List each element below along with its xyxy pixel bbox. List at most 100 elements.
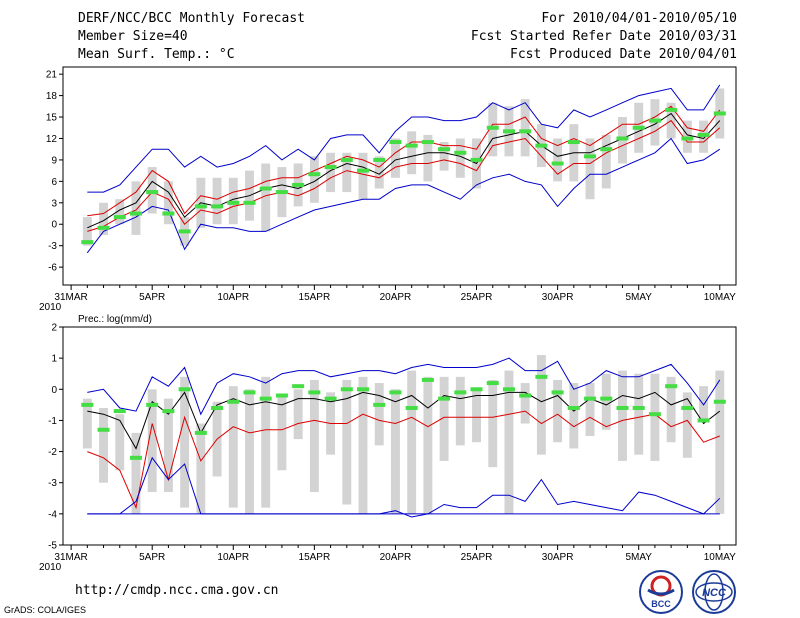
prec-ensemble-box — [131, 432, 141, 514]
prec-ensemble-box — [504, 370, 514, 514]
temp-xtick-label: 25APR — [461, 292, 493, 303]
prec-observed-marker — [292, 384, 305, 389]
bcc-logo-icon: BCC — [639, 570, 683, 614]
temp-observed-marker — [308, 172, 321, 177]
temp-observed-marker — [178, 229, 191, 234]
prec-ensemble-box — [699, 386, 709, 421]
prec-observed-marker — [275, 393, 288, 398]
temp-upper-line — [87, 105, 721, 217]
prec-ensemble-box — [666, 376, 676, 443]
prec-observed-marker — [665, 384, 678, 389]
temp-ytick-label: 21 — [46, 70, 58, 81]
prec-ensemble-box — [618, 370, 627, 461]
logos: BCC NCC — [639, 570, 736, 614]
temp-ytick-label: 6 — [51, 177, 57, 188]
temp-observed-marker — [502, 129, 515, 134]
prec-ensemble-box — [309, 379, 319, 493]
prec-observed-marker — [616, 405, 629, 410]
prec-observed-marker — [308, 390, 321, 395]
temp-observed-marker — [113, 215, 126, 220]
prec-observed-marker — [551, 390, 564, 395]
temp-observed-marker — [713, 111, 726, 116]
temp-xtick-label: 15APR — [299, 292, 331, 303]
prec-ytick-label: -1 — [48, 416, 57, 427]
ncc-logo-text: NCC — [702, 587, 727, 599]
temp-xtick-label: 20APR — [380, 292, 412, 303]
temp-ensemble-box — [423, 134, 433, 182]
prec-ensemble-box — [342, 379, 352, 505]
prec-ytick-label: -4 — [48, 509, 57, 520]
temp-ensemble-box — [342, 152, 352, 193]
temp-ensemble-box — [553, 138, 563, 182]
prec-ensemble-box — [585, 383, 595, 436]
temp-ytick-label: 0 — [51, 220, 57, 231]
prec-observed-marker — [405, 405, 418, 410]
prec-observed-marker — [81, 402, 94, 407]
prec-observed-marker — [194, 430, 207, 435]
temp-ensemble-box — [407, 131, 417, 175]
temp-observed-marker — [632, 125, 645, 130]
prec-observed-marker — [243, 390, 256, 395]
temp-observed-marker — [211, 204, 224, 209]
temp-ytick-label: 3 — [51, 198, 57, 209]
prec-observed-marker — [340, 387, 353, 392]
temp-ensemble-box — [374, 156, 384, 189]
temp-xtick-label: 10MAY — [704, 292, 736, 303]
temp-ensemble-box — [261, 163, 271, 232]
prec-ytick-label: -3 — [48, 478, 57, 489]
prec-observed-marker — [97, 427, 110, 432]
prec-xtick-label: 31MAR — [54, 552, 87, 563]
member-size: Member Size=40 — [78, 29, 188, 44]
temp-observed-marker — [340, 157, 353, 162]
prec-observed-marker — [227, 399, 240, 404]
temp-observed-marker — [454, 150, 467, 155]
prec-observed-marker — [632, 405, 645, 410]
temp-ytick-label: 12 — [46, 134, 58, 145]
prec-panel-title: Prec.: log(mm/d) — [78, 314, 152, 325]
temp-observed-marker — [421, 140, 434, 145]
temp-observed-marker — [324, 165, 337, 170]
temp-observed-marker — [194, 204, 207, 209]
temp-max-line — [87, 84, 721, 193]
prec-ensemble-box — [147, 389, 157, 493]
temp-xtick-label: 5APR — [139, 292, 165, 303]
prec-ensemble-box — [261, 376, 271, 508]
prec-max-line — [87, 357, 721, 416]
prec-xtick-label: 30APR — [542, 552, 574, 563]
temp-observed-marker — [535, 143, 548, 148]
prec-ensemble-box — [472, 389, 481, 443]
prec-observed-marker — [600, 396, 613, 401]
temp-ytick-label: 9 — [51, 155, 57, 166]
prec-ytick-label: 0 — [51, 385, 57, 396]
prec-xtick-label: 25APR — [461, 552, 493, 563]
prec-ensemble-box — [634, 373, 644, 455]
prec-observed-marker — [584, 396, 597, 401]
prec-observed-marker — [421, 377, 434, 382]
temp-ensemble-box — [212, 177, 222, 225]
prec-ensemble-box — [180, 376, 190, 508]
temp-observed-marker — [616, 136, 629, 141]
temp-ensemble-box — [131, 181, 141, 235]
temp-ytick-label: 18 — [46, 91, 58, 102]
temp-mean-line — [87, 112, 721, 229]
source-url[interactable]: http://cmdp.ncc.cma.gov.cn — [75, 583, 279, 598]
temp-observed-marker — [600, 147, 613, 152]
temp-observed-marker — [162, 211, 175, 216]
temp-lower-line — [87, 119, 721, 232]
temp-ensemble-box — [390, 138, 400, 178]
prec-xtick-label: 5MAY — [625, 552, 652, 563]
prec-ytick-label: -2 — [48, 447, 57, 458]
temp-ensemble-box — [358, 152, 368, 200]
variable-label: Mean Surf. Temp.: °C — [78, 47, 235, 62]
prec-xtick-label: 2010 — [39, 562, 62, 573]
temp-xtick-label: 31MAR — [54, 292, 87, 303]
temp-observed-marker — [681, 136, 694, 141]
prec-observed-marker — [486, 381, 499, 386]
prec-ensemble-box — [569, 383, 579, 449]
temp-observed-marker — [146, 190, 159, 195]
prec-observed-marker — [162, 409, 175, 414]
prec-ensemble-box — [374, 383, 384, 446]
prec-observed-marker — [389, 390, 402, 395]
temp-observed-marker — [648, 118, 661, 123]
